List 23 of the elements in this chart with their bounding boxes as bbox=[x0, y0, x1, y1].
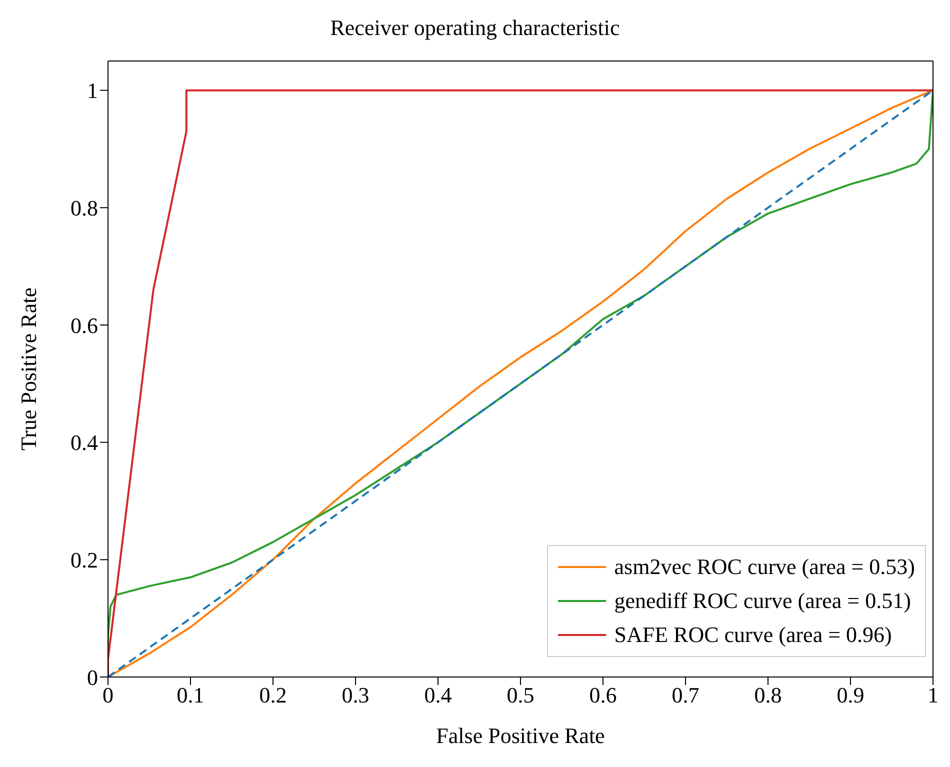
y-tick-label: 0 bbox=[87, 664, 98, 690]
legend-label: asm2vec ROC curve (area = 0.53) bbox=[614, 553, 915, 581]
y-tick-label: 0.8 bbox=[70, 195, 98, 220]
x-tick-label: 0.4 bbox=[424, 682, 452, 708]
legend-label: genediff ROC curve (area = 0.51) bbox=[614, 587, 911, 615]
x-tick-label: 0.7 bbox=[672, 682, 700, 708]
y-tick-label: 0.2 bbox=[70, 547, 98, 572]
y-axis-title: True Positive Rate bbox=[16, 288, 41, 450]
y-tick-label: 0.4 bbox=[70, 430, 98, 456]
x-tick-label: 0.2 bbox=[259, 682, 287, 708]
legend-label: SAFE ROC curve (area = 0.96) bbox=[614, 621, 892, 649]
x-tick-label: 0.8 bbox=[754, 682, 782, 708]
x-tick-label: 0.5 bbox=[506, 682, 534, 708]
x-tick-label: 1 bbox=[928, 682, 938, 708]
y-tick-label: 1 bbox=[87, 78, 98, 104]
x-tick-label: 0.1 bbox=[176, 682, 204, 708]
x-axis-title: False Positive Rate bbox=[436, 723, 605, 748]
x-tick-label: 0.6 bbox=[589, 682, 617, 708]
x-tick-label: 0.3 bbox=[342, 682, 370, 708]
x-tick-label: 0 bbox=[102, 682, 114, 708]
x-tick-label: 0.9 bbox=[836, 682, 864, 708]
y-tick-label: 0.6 bbox=[70, 312, 98, 338]
chart-title: Receiver operating characteristic bbox=[329, 14, 621, 42]
